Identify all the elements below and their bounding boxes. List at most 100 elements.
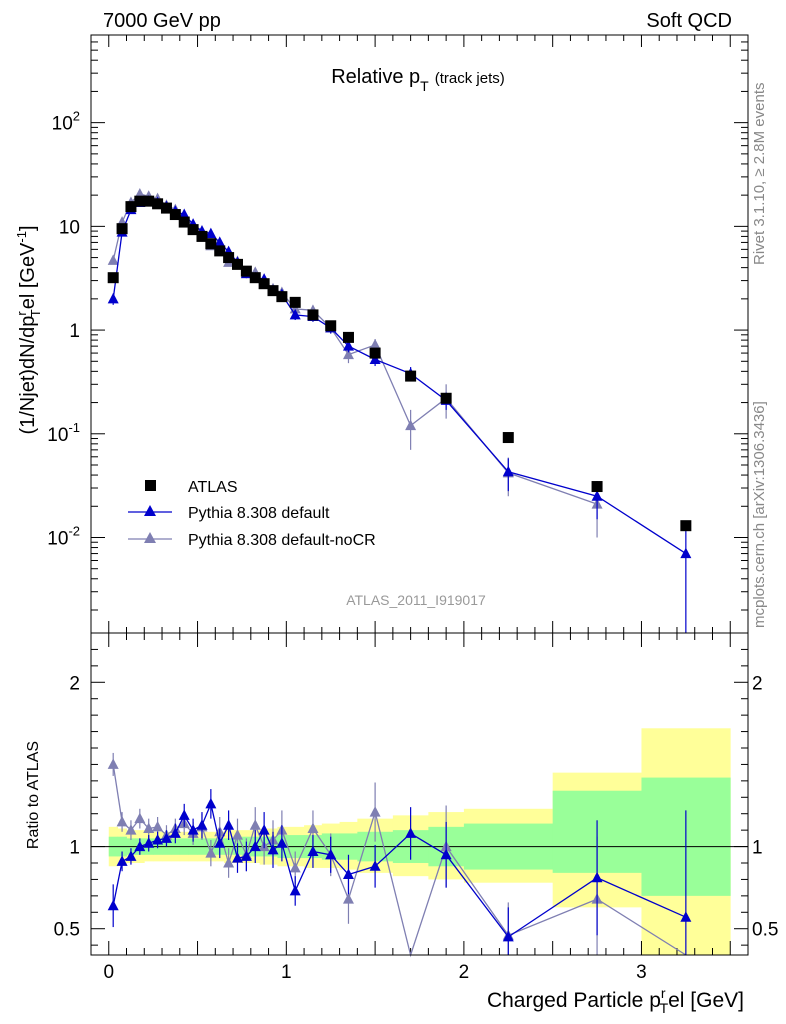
data-point xyxy=(205,227,217,239)
data-point xyxy=(342,348,354,360)
watermark: ATLAS_2011_I919017 xyxy=(346,592,486,608)
atlas-point xyxy=(289,296,301,308)
ratio-data-point xyxy=(134,812,146,824)
main-series xyxy=(107,188,692,633)
ratio-data-point xyxy=(107,758,119,769)
series-line xyxy=(112,200,687,555)
data-point xyxy=(107,254,119,265)
x-axis-label: Charged Particle pr Tel [GeV] xyxy=(487,985,744,1016)
ratio-data-point xyxy=(196,819,208,830)
ratio-data-point xyxy=(178,809,190,820)
ratio-data-point xyxy=(267,843,279,855)
x-tick-label: 3 xyxy=(636,962,647,983)
x-tick-label: 0 xyxy=(103,962,114,983)
header-left: 7000 GeV pp xyxy=(103,10,221,32)
data-point xyxy=(369,338,381,350)
main-title: Relative pT (track jets) xyxy=(331,66,505,94)
atlas-point xyxy=(152,198,164,210)
data-point xyxy=(369,353,381,365)
ratio-y-tick-label-left: 1 xyxy=(69,838,80,859)
legend-label-nocr: Pythia 8.308 default-noCR xyxy=(188,532,376,549)
atlas-point xyxy=(342,331,354,343)
ratio-data-point xyxy=(342,893,354,904)
atlas-point xyxy=(116,223,128,235)
x-tick-labels: 0 1 2 3 xyxy=(103,962,646,983)
main-y-tick-label: 10 xyxy=(59,217,80,238)
atlas-point xyxy=(107,272,119,284)
atlas-point xyxy=(143,195,155,207)
atlas-point xyxy=(187,224,199,236)
ratio-y-tick-label-right: 1 xyxy=(752,838,763,859)
atlas-point xyxy=(405,370,417,382)
atlas-point xyxy=(134,195,146,207)
main-y-tick-label: 10-1 xyxy=(47,420,80,446)
data-point xyxy=(405,419,417,431)
data-point xyxy=(502,465,514,477)
ratio-data-point xyxy=(289,884,301,896)
x-tick-label: 1 xyxy=(281,962,292,983)
ratio-data-point xyxy=(152,820,164,832)
ratio-data-point xyxy=(369,806,381,817)
header-right: Soft QCD xyxy=(646,10,732,32)
ratio-series xyxy=(107,752,692,958)
main-title-suffix: (track jets) xyxy=(435,70,505,87)
ratio-data-point xyxy=(125,824,137,835)
atlas-point xyxy=(325,320,337,332)
legend-marker-nocr xyxy=(144,532,156,543)
atlas-point xyxy=(267,285,279,297)
ratio-y-tick-label-left: 2 xyxy=(69,673,80,694)
ratio-data-point xyxy=(187,824,199,835)
ratio-data-point xyxy=(342,868,354,879)
main-y-tick-labels: 10-2 10-1 1 10 102 xyxy=(47,109,80,550)
x-tick-label: 2 xyxy=(459,962,470,983)
atlas-point xyxy=(249,272,261,284)
atlas-point xyxy=(591,481,603,493)
atlas-point xyxy=(680,520,692,532)
ratio-y-axis-label: Ratio to ATLAS xyxy=(25,741,42,849)
ratio-data-point xyxy=(325,848,337,860)
main-y-tick-label: 10-2 xyxy=(47,523,80,549)
ratio-data-point xyxy=(258,824,270,835)
ratio-y-tick-label-left: 0.5 xyxy=(54,920,80,941)
ratio-y-tick-labels: 0.5 0.5 1 1 2 2 xyxy=(54,673,779,940)
ratio-data-point xyxy=(289,861,301,873)
data-point xyxy=(178,208,190,220)
legend: ATLAS Pythia 8.308 default Pythia 8.308 … xyxy=(128,479,376,549)
ratio-data-point xyxy=(116,815,128,827)
atlas-point xyxy=(276,291,288,303)
atlas-point xyxy=(502,432,514,444)
ratio-data-point xyxy=(276,837,288,848)
main-y-ticks xyxy=(91,34,748,633)
ratio-data-point xyxy=(223,819,235,830)
ratio-data-point xyxy=(134,840,146,852)
atlas-point xyxy=(369,347,381,359)
data-point xyxy=(214,236,226,247)
ratio-data-point xyxy=(369,860,381,871)
ratio-data-point xyxy=(223,857,235,868)
legend-label-atlas: ATLAS xyxy=(188,479,238,496)
data-point xyxy=(342,340,354,351)
ratio-data-point xyxy=(405,827,417,838)
data-point xyxy=(591,490,603,501)
ratio-data-point xyxy=(231,852,243,863)
ratio-data-point xyxy=(680,911,692,922)
ratio-data-point xyxy=(152,834,164,845)
ratio-data-point xyxy=(440,848,452,860)
ratio-data-point xyxy=(107,899,119,911)
ratio-data-point xyxy=(205,847,217,858)
ratio-data-point xyxy=(307,845,319,856)
ratio-data-point xyxy=(143,822,155,833)
ratio-data-point xyxy=(143,837,155,848)
atlas-point xyxy=(214,245,226,257)
data-point xyxy=(680,547,692,559)
ratio-data-point xyxy=(307,822,319,833)
atlas-point xyxy=(205,238,217,250)
atlas-point xyxy=(196,230,208,242)
atlas-point xyxy=(307,309,319,321)
ratio-y-tick-label-right: 0.5 xyxy=(752,920,778,941)
ratio-uncertainty-bands xyxy=(108,728,731,955)
main-y-tick-label: 1 xyxy=(69,321,80,342)
legend-marker-default xyxy=(144,505,156,516)
rivet-label: Rivet 3.1.10, ≥ 2.8M events xyxy=(751,83,768,266)
ratio-y-tick-label-right: 2 xyxy=(752,673,763,694)
